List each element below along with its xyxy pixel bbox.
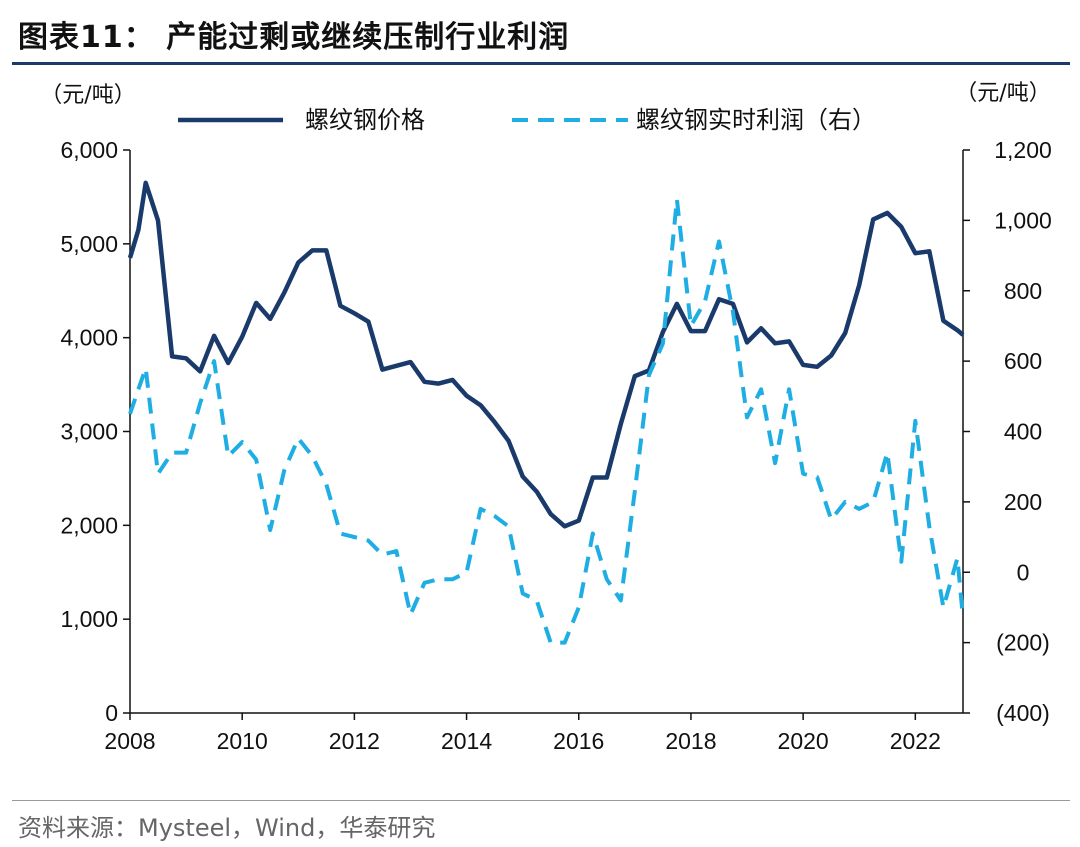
series-layer <box>127 180 965 645</box>
x-tick-label: 2010 <box>217 728 268 754</box>
left-tick-label: 5,000 <box>60 231 118 257</box>
right-tick-label: 1,200 <box>994 137 1052 163</box>
right-tick-label: 600 <box>1004 348 1042 374</box>
x-tick-label: 2014 <box>441 728 492 754</box>
right-tick-label: (400) <box>996 700 1050 726</box>
x-tick-label: 2008 <box>104 728 155 754</box>
legend-price-label: 螺纹钢价格 <box>305 106 425 134</box>
x-tick-label: 2020 <box>778 728 829 754</box>
right-tick-label: (200) <box>996 630 1050 656</box>
right-unit-label: （元/吨） <box>955 81 1050 106</box>
right-tick-label: 0 <box>1017 559 1030 585</box>
x-tick-label: 2022 <box>890 728 941 754</box>
title-divider <box>12 62 1070 65</box>
legend: 螺纹钢价格 螺纹钢实时利润（右） <box>178 106 876 134</box>
left-tick-label: 2,000 <box>60 512 118 538</box>
chart-title: 图表11： 产能过剩或继续压制行业利润 <box>18 20 570 55</box>
right-tick-label: 200 <box>1004 489 1042 515</box>
source-divider <box>12 800 1070 801</box>
left-tick-label: 0 <box>105 700 118 726</box>
right-tick-label: 400 <box>1004 419 1042 445</box>
left-tick-label: 1,000 <box>60 606 118 632</box>
x-tick-label: 2016 <box>553 728 604 754</box>
source-note: 资料来源：Mysteel，Wind，华泰研究 <box>18 814 436 842</box>
right-tick-label: 800 <box>1004 278 1042 304</box>
left-tick-label: 6,000 <box>60 137 118 163</box>
legend-profit-label: 螺纹钢实时利润（右） <box>636 106 876 134</box>
profit-series-line <box>128 197 965 645</box>
x-tick-label: 2018 <box>665 728 716 754</box>
left-tick-label: 4,000 <box>60 325 118 351</box>
left-unit-label: （元/吨） <box>40 83 135 108</box>
left-tick-label: 3,000 <box>60 419 118 445</box>
axes-layer: 0 1,000 2,000 3,000 4,000 5,000 6,000 (400) (200… <box>40 81 1051 754</box>
price-series-line <box>127 180 965 529</box>
chart: 0 1,000 2,000 3,000 4,000 5,000 6,000 (400) (200… <box>40 81 1051 754</box>
right-tick-label: 1,000 <box>994 207 1052 233</box>
x-tick-label: 2012 <box>329 728 380 754</box>
